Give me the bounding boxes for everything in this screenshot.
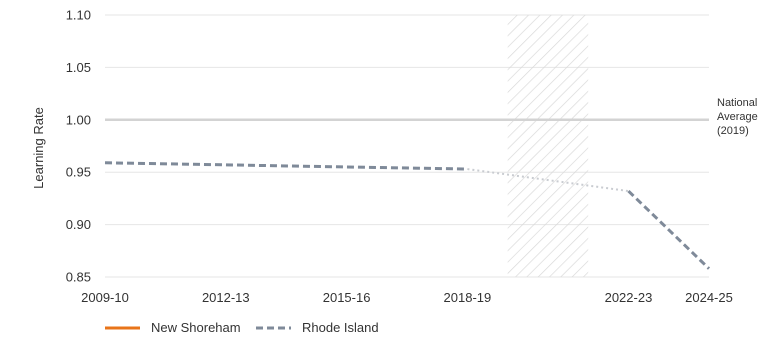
reference-line-label: National Average (2019) xyxy=(717,97,758,137)
x-tick-label: 2018-19 xyxy=(444,290,492,305)
series-group xyxy=(104,161,711,270)
y-tick-label: 1.10 xyxy=(66,8,91,23)
shaded-period xyxy=(507,15,589,277)
x-tick-label: 2009-10 xyxy=(81,290,129,305)
x-tick-label: 2024-25 xyxy=(685,290,733,305)
legend-label: New Shoreham xyxy=(151,320,241,335)
grid-lines xyxy=(105,14,709,278)
reference-line-group: National Average (2019) xyxy=(105,97,758,137)
y-axis-title: Learning Rate xyxy=(31,107,46,189)
legend: New Shoreham Rhode Island xyxy=(105,320,379,335)
x-tick-labels: 2009-10 2012-13 2015-16 2018-19 2022-23 2024-… xyxy=(81,290,733,305)
x-tick-label: 2015-16 xyxy=(323,290,371,305)
series-line-segment xyxy=(627,189,711,270)
y-tick-label: 1.00 xyxy=(66,112,91,127)
y-tick-label: 1.05 xyxy=(66,60,91,75)
legend-label: Rhode Island xyxy=(302,320,379,335)
y-tick-label: 0.90 xyxy=(66,217,91,232)
series-line-segment xyxy=(104,161,468,171)
x-tick-label: 2022-23 xyxy=(605,290,653,305)
shaded-period-region xyxy=(507,15,589,277)
series-interpolated-segment xyxy=(467,168,629,193)
y-tick-label: 0.95 xyxy=(66,165,91,180)
x-tick-label: 2012-13 xyxy=(202,290,250,305)
y-tick-labels: 1.10 1.05 1.00 0.95 0.90 0.85 xyxy=(66,8,91,285)
y-tick-label: 0.85 xyxy=(66,270,91,285)
